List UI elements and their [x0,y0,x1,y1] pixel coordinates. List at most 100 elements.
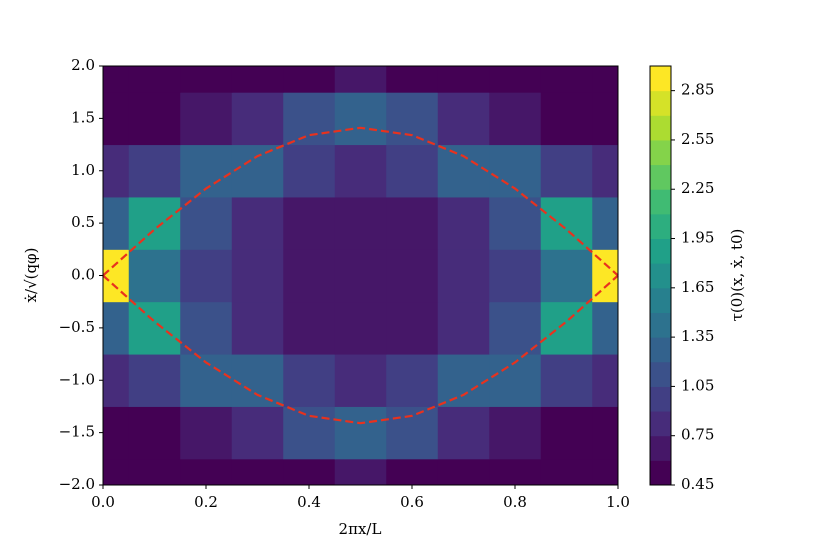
colorbar-band [650,66,671,92]
contour-cell [231,92,284,146]
contour-cell [283,144,336,198]
colorbar-tick-label: 0.75 [681,426,714,444]
contour-cell [231,66,284,93]
contour-cell [334,406,387,460]
colorbar-band [650,337,671,363]
colorbar-band [650,90,671,116]
contour-cell [386,249,439,303]
contour-cell [489,66,542,93]
contour-cell [128,66,181,93]
colorbar-tick-label: 1.35 [681,327,714,345]
contour-cell [489,301,542,355]
x-tick-label: 1.0 [606,493,630,511]
contour-cell [103,196,130,250]
contour-cell [540,66,593,93]
y-tick-label: −2.0 [59,475,95,493]
colorbar-tick-label: 2.55 [681,130,714,148]
contour-cell [334,144,387,198]
contour-cell [540,301,593,355]
contour-cell [103,406,130,460]
colorbar-frame [649,65,672,486]
contour-cell [437,66,490,93]
y-tick-label: 1.5 [71,108,95,126]
y-tick-label: −1.5 [59,423,95,441]
contour-cell [386,458,439,485]
contour-cell [103,144,130,198]
colorbar-band [650,238,671,264]
contour-cell [489,249,542,303]
colorbar-band [650,139,671,166]
contour-cell [283,301,336,355]
x-tick-label: 0.2 [194,493,218,511]
contour-cell [128,458,181,485]
contour-cell [489,196,542,250]
contour-cell [128,354,181,407]
colorbar-band [650,435,671,461]
contour-cell [180,66,233,93]
contour-cell [386,66,439,93]
colorbar-tick-label: 1.95 [681,229,714,247]
separatrix [102,126,619,277]
contour-cell [180,249,233,303]
contour-cell [592,144,618,198]
contour-cell [334,249,387,303]
contour-cell [592,92,618,146]
contour-cell [283,92,336,146]
colorbar-label: τ(0)(x, ẋ, t0) [728,229,746,322]
colorbar-band [650,312,671,338]
colorbar-band [650,213,671,240]
x-tick-label: 0.8 [503,493,527,511]
contour-cell [128,301,181,355]
y-tick-label: −1.0 [59,370,95,388]
colorbar-band [650,361,671,387]
contour-cell [540,196,593,250]
contour-cell [231,458,284,485]
contour-cell [180,458,233,485]
contour-cell [103,66,130,93]
colorbar-tick-label: 1.05 [681,376,714,394]
contour-cell [180,301,233,355]
contour-cell [437,301,490,355]
contour-cell [437,144,490,198]
contour-cell [231,144,284,198]
x-tick-label: 0.0 [91,493,115,511]
contour-cell [386,406,439,460]
contour-cell [334,196,387,250]
contour-cell [231,196,284,250]
contour-cell [180,92,233,146]
contour-cell [489,92,542,146]
colorbar-tick-label: 1.65 [681,278,714,296]
colorbar-band [650,386,671,412]
contour-cell [231,406,284,460]
contour-cell [283,354,336,407]
x-tick-label: 0.4 [297,493,321,511]
x-tick-label: 0.6 [400,493,424,511]
contour-cell [437,196,490,250]
colorbar-tick-label: 2.85 [681,81,714,99]
contour-cell [103,354,130,407]
contour-cell [283,458,336,485]
contour-cell [283,249,336,303]
colorbar-band [650,411,671,437]
x-label: 2πx/L [339,520,382,538]
contour-cell [283,66,336,93]
contour-cell [437,458,490,485]
contour-cell [334,66,387,93]
contour-cell [540,249,593,303]
y-tick-label: 2.0 [71,56,95,74]
contour-cell [386,196,439,250]
y-tick-label: −0.5 [59,318,95,336]
plot-frame [102,65,619,486]
colorbar-band [650,460,671,486]
contour-cell [128,406,181,460]
contour-cell [103,458,130,485]
contour-cell [540,406,593,460]
contour-cell [231,354,284,407]
separatrix [102,274,619,425]
contour-cell [437,354,490,407]
contour-field [103,66,618,485]
contour-cell [386,92,439,146]
contour-cell [334,354,387,407]
contour-cell [540,458,593,485]
